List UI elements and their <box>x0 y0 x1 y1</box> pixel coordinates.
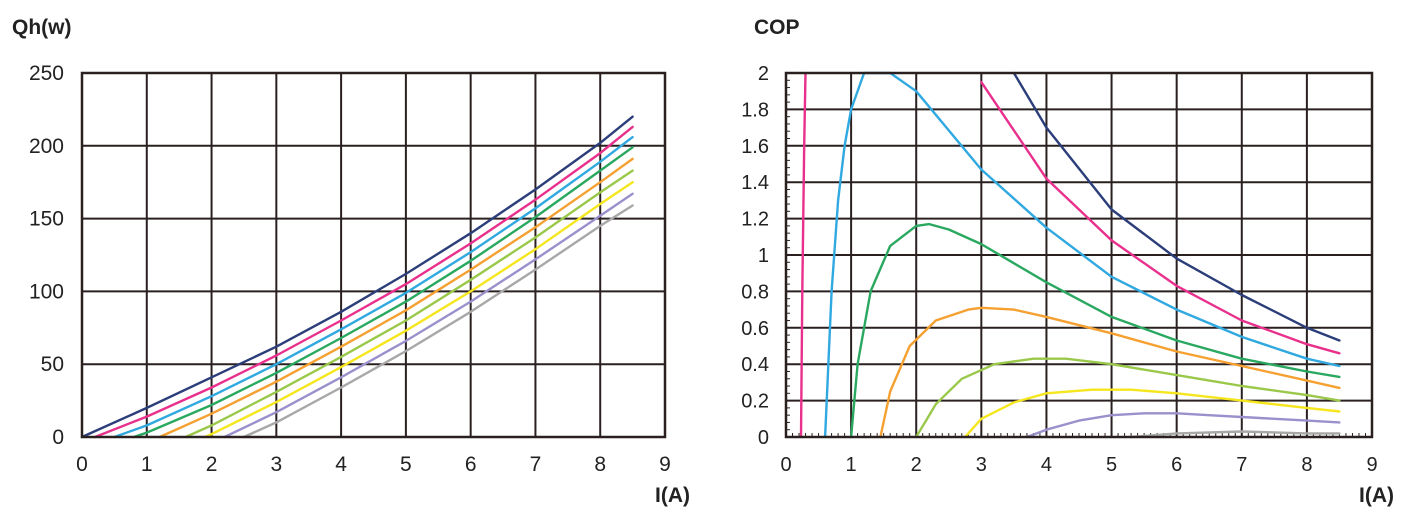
x-axis-label: I(A) <box>1359 484 1394 507</box>
plot-frame <box>80 71 667 439</box>
series-line-green <box>849 222 1341 439</box>
series-line-light-green <box>915 357 1341 439</box>
series-line-orange <box>879 306 1341 439</box>
y-tick-label: 1.8 <box>741 99 769 121</box>
plot-frame <box>784 71 1374 439</box>
x-tick-label: 7 <box>530 453 542 476</box>
x-tick-label: 8 <box>1301 454 1312 476</box>
x-axis-label: I(A) <box>655 484 690 507</box>
y-tick-label: 50 <box>41 353 64 376</box>
y-tick-label: 250 <box>29 62 64 85</box>
cop-chart: COP 0 1 2 3 4 5 6 7 8 9 0 0.2 0.4 0.6 0.8 1 1.2 1.4 1.6 1.8 2… <box>741 16 1394 507</box>
y-tick-label: 150 <box>29 208 64 231</box>
qh-chart: Qh(w) 0 1 2 3 4 5 6 7 8 9 0 50 100 150 200 250 I(A) <box>12 16 690 507</box>
chart-title: COP <box>754 16 800 39</box>
chart-title: Qh(w) <box>12 16 71 39</box>
series-line-yellow <box>963 388 1341 439</box>
series-line-green <box>132 146 634 439</box>
x-tick-label: 8 <box>594 453 606 476</box>
series-line-yellow <box>203 181 634 439</box>
series-line-navy <box>1012 71 1341 342</box>
x-tick-label: 1 <box>141 453 153 476</box>
y-tick-label: 0.6 <box>741 318 769 340</box>
x-tick-label: 2 <box>911 454 922 476</box>
series-line-orange <box>158 157 634 439</box>
y-tick-label: 2 <box>758 63 769 85</box>
y-tick-label: 1.2 <box>741 209 769 231</box>
y-tick-label: 1.6 <box>741 136 769 158</box>
x-tick-label: 5 <box>400 453 412 476</box>
y-tick-label: 200 <box>29 135 64 158</box>
y-tick-label: 1 <box>758 245 769 267</box>
y-tick-label: 0.2 <box>741 391 769 413</box>
series-line-light-green <box>184 169 634 439</box>
series-line-lavender <box>1025 412 1341 439</box>
series-line-gray <box>242 204 634 439</box>
x-tick-label: 9 <box>1366 454 1377 476</box>
x-tick-label: 3 <box>976 454 987 476</box>
x-tick-label: 4 <box>1041 454 1052 476</box>
series-line-sky-blue <box>823 71 1341 439</box>
series-line-magenta-left <box>799 71 807 439</box>
y-tick-label: 0.4 <box>741 354 769 376</box>
x-tick-label: 4 <box>335 453 347 476</box>
series-line-gray <box>1129 430 1341 439</box>
x-tick-label: 5 <box>1106 454 1117 476</box>
x-tick-label: 6 <box>465 453 477 476</box>
x-tick-label: 2 <box>206 453 218 476</box>
x-tick-label: 0 <box>76 453 88 476</box>
x-tick-label: 3 <box>270 453 282 476</box>
series-line-magenta-right <box>980 80 1341 355</box>
y-tick-label: 0.8 <box>741 281 769 303</box>
y-tick-label: 0 <box>758 427 769 449</box>
x-tick-label: 7 <box>1236 454 1247 476</box>
x-tick-label: 1 <box>846 454 857 476</box>
series-line-sky-blue <box>113 135 634 439</box>
x-tick-label: 0 <box>780 454 791 476</box>
x-tick-label: 9 <box>659 453 671 476</box>
series-line-lavender <box>223 192 634 439</box>
x-tick-label: 6 <box>1171 454 1182 476</box>
series-line-navy <box>80 115 634 439</box>
y-tick-label: 100 <box>29 280 64 303</box>
y-tick-label: 0 <box>52 426 64 449</box>
series-line-magenta <box>93 125 634 439</box>
y-tick-label: 1.4 <box>741 172 769 194</box>
